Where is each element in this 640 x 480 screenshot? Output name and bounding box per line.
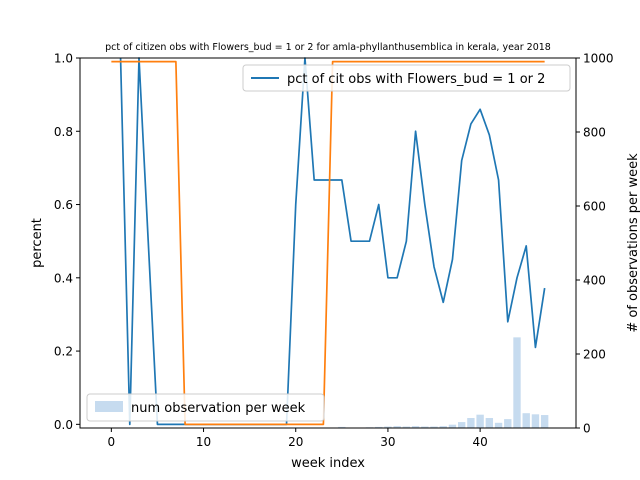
bar [494, 422, 503, 428]
bar [513, 337, 521, 428]
y-axis-left: 0.0 0.2 0.4 0.6 0.8 1.0 [54, 52, 80, 432]
bar [338, 426, 346, 428]
bar [384, 426, 392, 428]
legend-line-box [242, 64, 571, 92]
y-left-tick-label: 0.2 [54, 345, 73, 359]
y-right-tick-label: 200 [583, 348, 606, 362]
legend-bar-label: num observation per week [131, 401, 306, 416]
series-line-1 [111, 60, 545, 426]
bar [540, 415, 549, 428]
bar [375, 426, 383, 428]
y-right-tick-label: 800 [583, 126, 606, 140]
bar [467, 418, 475, 428]
y-left-tick-label: 0.4 [54, 271, 73, 285]
y-left-tick-label: 0.6 [54, 198, 73, 212]
y-right-tick-label: 600 [583, 200, 606, 214]
bar [522, 413, 530, 428]
x-tick-label: 20 [288, 435, 303, 449]
bar [448, 424, 457, 428]
y-right-tick-label: 1000 [583, 52, 614, 66]
chart-title: pct of citizen obs with Flowers_bud = 1 … [105, 42, 551, 53]
y-axis-right-label: # of observations per week [626, 153, 640, 333]
y-left-tick-label: 1.0 [54, 52, 73, 66]
x-tick-label: 0 [108, 435, 116, 449]
bar [411, 426, 420, 428]
legend-bar-box [86, 393, 325, 422]
bar [439, 426, 447, 428]
bar [393, 426, 401, 428]
y-axis-left-label: percent [30, 218, 45, 268]
y-left-tick-label: 0.8 [54, 125, 73, 139]
bar [457, 422, 466, 428]
x-tick-label: 10 [196, 435, 211, 449]
bar [504, 419, 512, 428]
x-axis: 0 10 20 30 40 [108, 428, 488, 449]
y-axis-right: 0 200 400 600 800 1000 [576, 52, 614, 436]
bar [476, 414, 484, 428]
bar [402, 426, 411, 428]
bar-series [338, 337, 549, 428]
x-tick-label: 30 [380, 435, 395, 449]
x-axis-label: week index [291, 456, 365, 471]
legend-line: pct of cit obs with Flowers_bud = 1 or 2 [242, 64, 571, 92]
plot-frame [79, 57, 577, 429]
bar [421, 426, 429, 428]
legend-line-label: pct of cit obs with Flowers_bud = 1 or 2 [287, 72, 545, 87]
x-tick-label: 40 [472, 435, 487, 449]
y-right-tick-label: 0 [583, 422, 591, 436]
y-right-tick-label: 400 [583, 274, 606, 288]
bar [430, 426, 438, 428]
line-series [111, 57, 546, 426]
y-left-tick-label: 0.0 [54, 418, 73, 432]
legend-bar: num observation per week [86, 393, 325, 422]
legend-bar-swatch [95, 401, 123, 412]
bar [531, 414, 540, 428]
bar [485, 418, 494, 428]
